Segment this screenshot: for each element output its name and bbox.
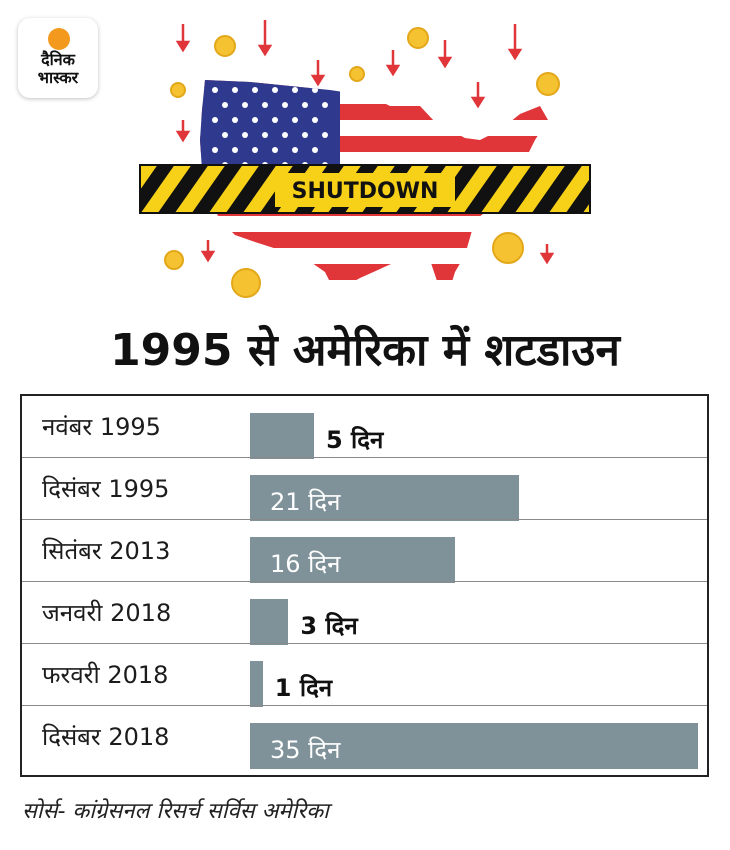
category-label: सितंबर 2013 [42,537,171,565]
category-label: नवंबर 1995 [42,413,161,441]
shutdown-illustration: SHUTDOWN [139,20,591,298]
bar [250,413,314,459]
category-label: जनवरी 2018 [42,599,172,627]
brand-logo: दैनिक भास्कर [18,18,98,98]
bar-row: सितंबर 2013 16 दिन [22,520,707,583]
value-label: 35 दिन [270,736,341,764]
shutdown-banner-text: SHUTDOWN [292,179,439,204]
coin-icons [164,27,560,298]
row-divider [22,519,707,520]
sun-icon [48,28,70,50]
value-label: 21 दिन [270,488,341,516]
bar [250,537,455,583]
category-label: फरवरी 2018 [42,661,169,689]
value-label: 1 दिन [274,674,333,702]
brand-line1: दैनिक [41,50,75,69]
bar [250,599,289,645]
bar [250,475,519,521]
row-divider [22,705,707,706]
bar-row: जनवरी 2018 3 दिन [22,582,707,645]
bar-row: दिसंबर 2018 35 दिन [22,706,707,769]
value-label: 3 दिन [300,612,358,640]
chart-title: 1995 से अमेरिका में शटडाउन [110,325,620,376]
bar-chart-table: नवंबर 1995 5 दिन दिसंबर 1995 21 दिन सितंबर 2… [20,394,709,777]
row-divider [22,581,707,582]
row-divider [22,643,707,644]
value-label: 5 दिन [326,426,384,454]
bar-row: नवंबर 1995 5 दिन [22,396,707,459]
shutdown-banner: SHUTDOWN [139,164,591,214]
category-label: दिसंबर 2018 [42,723,170,751]
brand-line2: भास्कर [37,68,79,87]
bar [250,723,698,769]
down-arrow-icons [175,20,555,265]
category-label: दिसंबर 1995 [42,475,170,503]
bar [250,661,263,707]
row-divider [22,457,707,458]
bar-row: फरवरी 2018 1 दिन [22,644,707,707]
bar-row: दिसंबर 1995 21 दिन [22,458,707,521]
source-note: सोर्स- कांग्रेसनल रिसर्च सर्विस अमेरिका [22,799,329,824]
value-label: 16 दिन [270,550,341,578]
